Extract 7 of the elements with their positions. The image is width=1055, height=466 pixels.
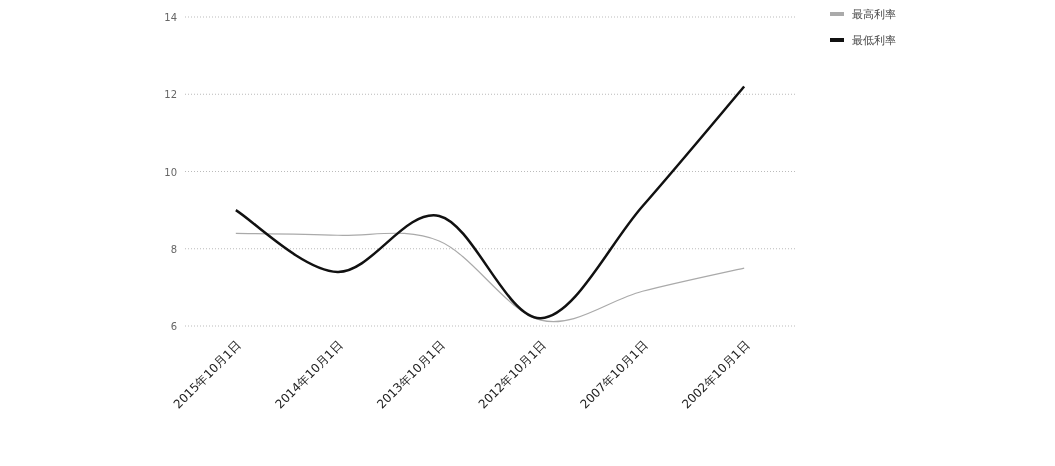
y-tick-label: 10 [164,166,177,178]
y-tick-label: 14 [164,12,177,23]
y-tick-label: 6 [170,321,177,332]
y-tick-label: 12 [164,89,177,101]
y-tick-label: 8 [170,243,177,255]
legend-label: 最低利率 [852,34,896,47]
legend-label: 最高利率 [852,8,896,21]
